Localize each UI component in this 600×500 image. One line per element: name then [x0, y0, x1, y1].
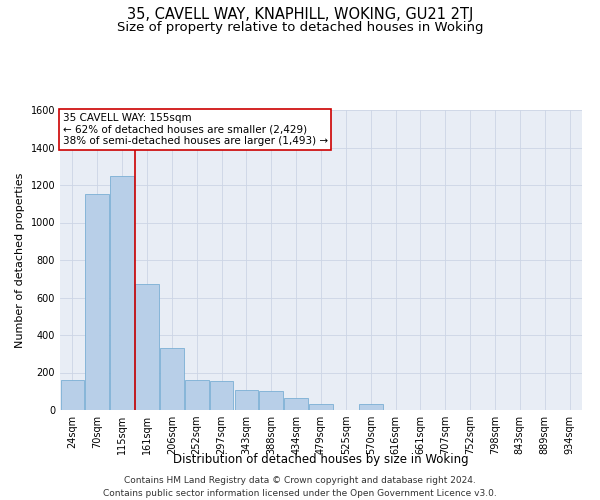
Bar	[235, 390, 258, 410]
Bar	[185, 380, 209, 410]
Text: Size of property relative to detached houses in Woking: Size of property relative to detached ho…	[117, 21, 483, 34]
Y-axis label: Number of detached properties: Number of detached properties	[15, 172, 25, 348]
Bar	[110, 176, 134, 410]
Bar	[284, 398, 308, 410]
Bar	[135, 284, 159, 410]
Bar	[61, 380, 84, 410]
Bar	[210, 381, 233, 410]
Bar	[160, 348, 184, 410]
Bar	[309, 404, 333, 410]
Text: Distribution of detached houses by size in Woking: Distribution of detached houses by size …	[173, 452, 469, 466]
Bar	[85, 194, 109, 410]
Text: 35 CAVELL WAY: 155sqm
← 62% of detached houses are smaller (2,429)
38% of semi-d: 35 CAVELL WAY: 155sqm ← 62% of detached …	[62, 113, 328, 146]
Bar	[259, 391, 283, 410]
Text: 35, CAVELL WAY, KNAPHILL, WOKING, GU21 2TJ: 35, CAVELL WAY, KNAPHILL, WOKING, GU21 2…	[127, 8, 473, 22]
Bar	[359, 404, 383, 410]
Text: Contains HM Land Registry data © Crown copyright and database right 2024.
Contai: Contains HM Land Registry data © Crown c…	[103, 476, 497, 498]
